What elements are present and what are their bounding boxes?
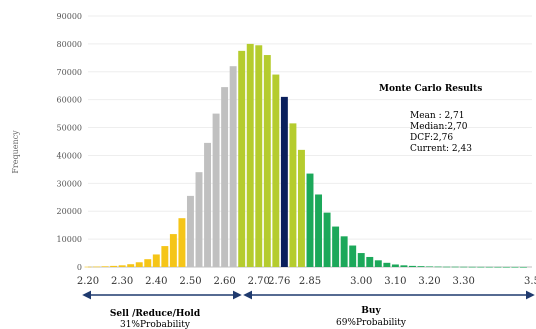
results-current: Current: 2,43 [410, 144, 472, 154]
histogram-bar [332, 226, 340, 267]
histogram-bar [238, 50, 246, 267]
x-tick-label: 2.30 [111, 276, 133, 287]
histogram-bar [221, 87, 229, 267]
histogram-bar [186, 195, 194, 267]
histogram-bar [101, 266, 109, 267]
histogram-bar [127, 264, 135, 267]
histogram-bar [391, 264, 399, 267]
histogram-bar [502, 266, 510, 268]
histogram-bar [400, 265, 408, 267]
y-tick-label: 40000 [57, 151, 82, 160]
histogram-bar [93, 266, 101, 268]
histogram-bar [110, 265, 118, 267]
histogram-bar [349, 245, 357, 267]
y-axis-label: Frequency [11, 130, 20, 174]
histogram-bar [383, 262, 391, 267]
histogram-bar [417, 266, 425, 267]
histogram-bar [468, 266, 476, 268]
x-tick-label: 2.76 [268, 276, 290, 287]
histogram-bar [289, 123, 297, 267]
histogram-bar [246, 43, 254, 268]
histogram-bar [212, 113, 220, 267]
x-tick-label: 2.40 [145, 276, 167, 287]
x-tick-label: 3.20 [418, 276, 440, 287]
x-tick-label: 2.70 [248, 276, 270, 287]
histogram-bar [178, 218, 186, 267]
y-tick-label: 90000 [57, 12, 82, 21]
histogram-bar [118, 265, 126, 267]
histogram-bar [204, 142, 212, 267]
x-tick-label: 3.00 [350, 276, 372, 287]
histogram-bar [135, 262, 143, 267]
histogram-bar [255, 45, 263, 268]
histogram-bar [297, 149, 305, 267]
histogram-bar [144, 259, 152, 267]
results-median: Median:2,70 [410, 122, 468, 132]
y-tick-label: 50000 [57, 124, 82, 133]
histogram-bar [366, 256, 374, 267]
histogram-bar [195, 172, 203, 267]
histogram-bar [229, 66, 237, 267]
histogram-bar [443, 266, 451, 268]
x-tick-label: 2.20 [77, 276, 99, 287]
x-tick-label: 3.30 [453, 276, 475, 287]
y-tick-label: 20000 [57, 207, 82, 216]
histogram-bar [434, 266, 442, 268]
histogram-bar [485, 266, 493, 268]
y-tick-label: 0 [77, 263, 82, 272]
histogram-bar [152, 254, 160, 267]
results-title: Monte Carlo Results [379, 84, 482, 94]
histogram-bar [161, 246, 169, 267]
x-tick-label: 2.50 [179, 276, 201, 287]
histogram-bar [280, 96, 288, 267]
histogram-bar [340, 236, 348, 267]
histogram-bar [460, 266, 468, 268]
histogram-bar [315, 194, 323, 267]
histogram-bar [426, 266, 434, 268]
buy-zone-probability: 69%Probability [336, 318, 407, 328]
histogram-bar [357, 253, 365, 267]
histogram-bar [511, 266, 519, 268]
y-tick-label: 60000 [57, 96, 82, 105]
histogram-bar [306, 173, 314, 267]
histogram-bar [272, 74, 280, 267]
y-tick-labels: 0 10000 20000 30000 40000 50000 60000 70000 8000… [57, 12, 82, 272]
sell-zone-probability: 31%Probability [120, 320, 191, 329]
results-box: Monte Carlo Results Mean : 2,71 Median:2… [379, 84, 482, 154]
histogram-bar [494, 266, 502, 268]
histogram-bar [263, 55, 271, 267]
histogram-bar [84, 266, 92, 268]
x-tick-label: 2.60 [213, 276, 235, 287]
x-tick-label: 2.85 [299, 276, 321, 287]
grid [88, 15, 532, 268]
y-tick-label: 10000 [57, 235, 82, 244]
histogram-bar [408, 265, 416, 267]
histogram-bar [323, 212, 331, 267]
bars [84, 43, 527, 268]
y-tick-label: 80000 [57, 40, 82, 49]
histogram-bar [477, 266, 485, 268]
results-dcf: DCF:2,76 [410, 133, 453, 143]
x-tick-label: 3.5 [524, 276, 536, 287]
x-tick-label: 3.10 [384, 276, 406, 287]
histogram-bar [519, 266, 527, 268]
histogram-bar [169, 234, 177, 267]
results-mean: Mean : 2,71 [410, 111, 465, 121]
buy-zone-label: Buy [361, 306, 381, 316]
y-tick-label: 30000 [57, 179, 82, 188]
histogram-bar [374, 260, 382, 267]
y-tick-label: 70000 [57, 68, 82, 77]
sell-zone-label: Sell /Reduce/Hold [110, 309, 201, 319]
x-tick-labels: 2.20 2.30 2.40 2.50 2.60 2.702.76 2.85 3.00 3.10… [77, 276, 536, 287]
histogram-bar [451, 266, 459, 268]
